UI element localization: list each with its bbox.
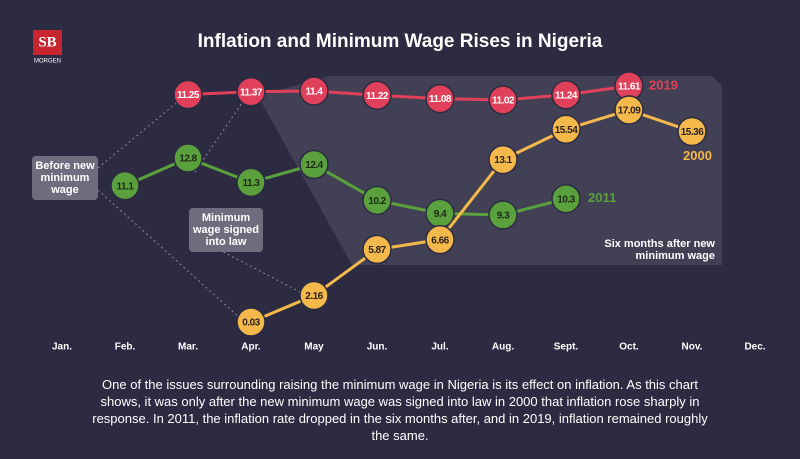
logo-name: MORGEN [34,59,61,65]
x-tick-label: Dec. [744,342,765,353]
x-tick-label: Apr. [241,342,261,353]
data-label: 15.36 [681,127,704,138]
x-tick-label: Sept. [554,342,579,353]
data-point [488,200,518,230]
data-point [677,116,707,147]
data-point [173,143,203,173]
data-label: 17.09 [618,106,641,117]
x-tick-label: May [304,342,324,353]
data-label: 2.16 [305,291,323,302]
annotation: Before new minimum wage [32,156,98,200]
data-point [362,185,392,216]
data-label: 13.1 [494,155,512,166]
plot: Jan. Feb. Mar. Apr. May Jun. Jul. Aug. Sept. Oct.… [52,71,766,353]
data-point [488,144,518,175]
logo-box [33,30,62,55]
x-tick-label: Oct. [619,342,639,353]
x-tick-label: Mar. [178,342,198,353]
x-tick-label: Feb. [115,342,136,353]
data-point [425,83,455,114]
series-label: 2000 [683,148,712,163]
data-label: 11.22 [366,91,389,102]
data-point [551,80,581,110]
series-label: 2011 [588,190,616,205]
data-label: 11.4 [306,87,324,98]
data-label: 9.3 [497,211,510,222]
data-label: 10.2 [368,196,386,207]
chart-title: Inflation and Minimum Wage Rises in Nige… [198,31,603,52]
data-label: 9.4 [434,209,447,220]
x-tick-label: Jul. [431,342,448,353]
data-label: 0.03 [242,318,260,329]
logo-mark: SB [38,34,56,50]
data-label: 11.61 [618,82,641,93]
data-label: 11.3 [243,178,261,189]
data-point [488,85,518,115]
x-tick-label: Aug. [492,342,514,353]
data-label: 12.8 [179,154,197,165]
data-point [425,224,455,255]
data-label: 11.37 [240,87,263,98]
data-label: 5.87 [368,245,386,256]
data-label: 6.66 [431,235,449,246]
data-point [173,79,203,110]
annotation: Minimum wage signed into law [189,208,263,252]
highlight-region [258,76,722,265]
data-point [299,280,329,311]
data-point [551,183,581,214]
data-point [299,76,329,106]
data-point [236,76,266,107]
data-point [614,95,644,125]
data-point [362,234,392,265]
x-tick-label: Jun. [367,342,388,353]
data-label: 11.08 [429,94,452,105]
x-tick-label: Jan. [52,342,72,353]
data-point [236,307,266,337]
data-label: 11.24 [555,90,578,101]
data-point [236,167,266,198]
guide-lines [97,99,301,319]
series-label: 2019 [649,77,678,92]
data-point [362,80,392,111]
caption: One of the issues surrounding raising th… [92,377,708,443]
data-label: 11.25 [177,90,200,101]
data-label: 11.1 [117,181,135,192]
data-label: 12.4 [305,160,323,171]
annotation: Six months after new minimum wage [604,238,715,262]
data-point [110,170,140,201]
x-tick-label: Nov. [682,342,703,353]
data-label: 11.02 [492,96,515,107]
data-point [299,149,329,180]
data-label: 15.54 [555,125,578,136]
data-point [551,114,581,145]
data-label: 10.3 [557,194,575,205]
